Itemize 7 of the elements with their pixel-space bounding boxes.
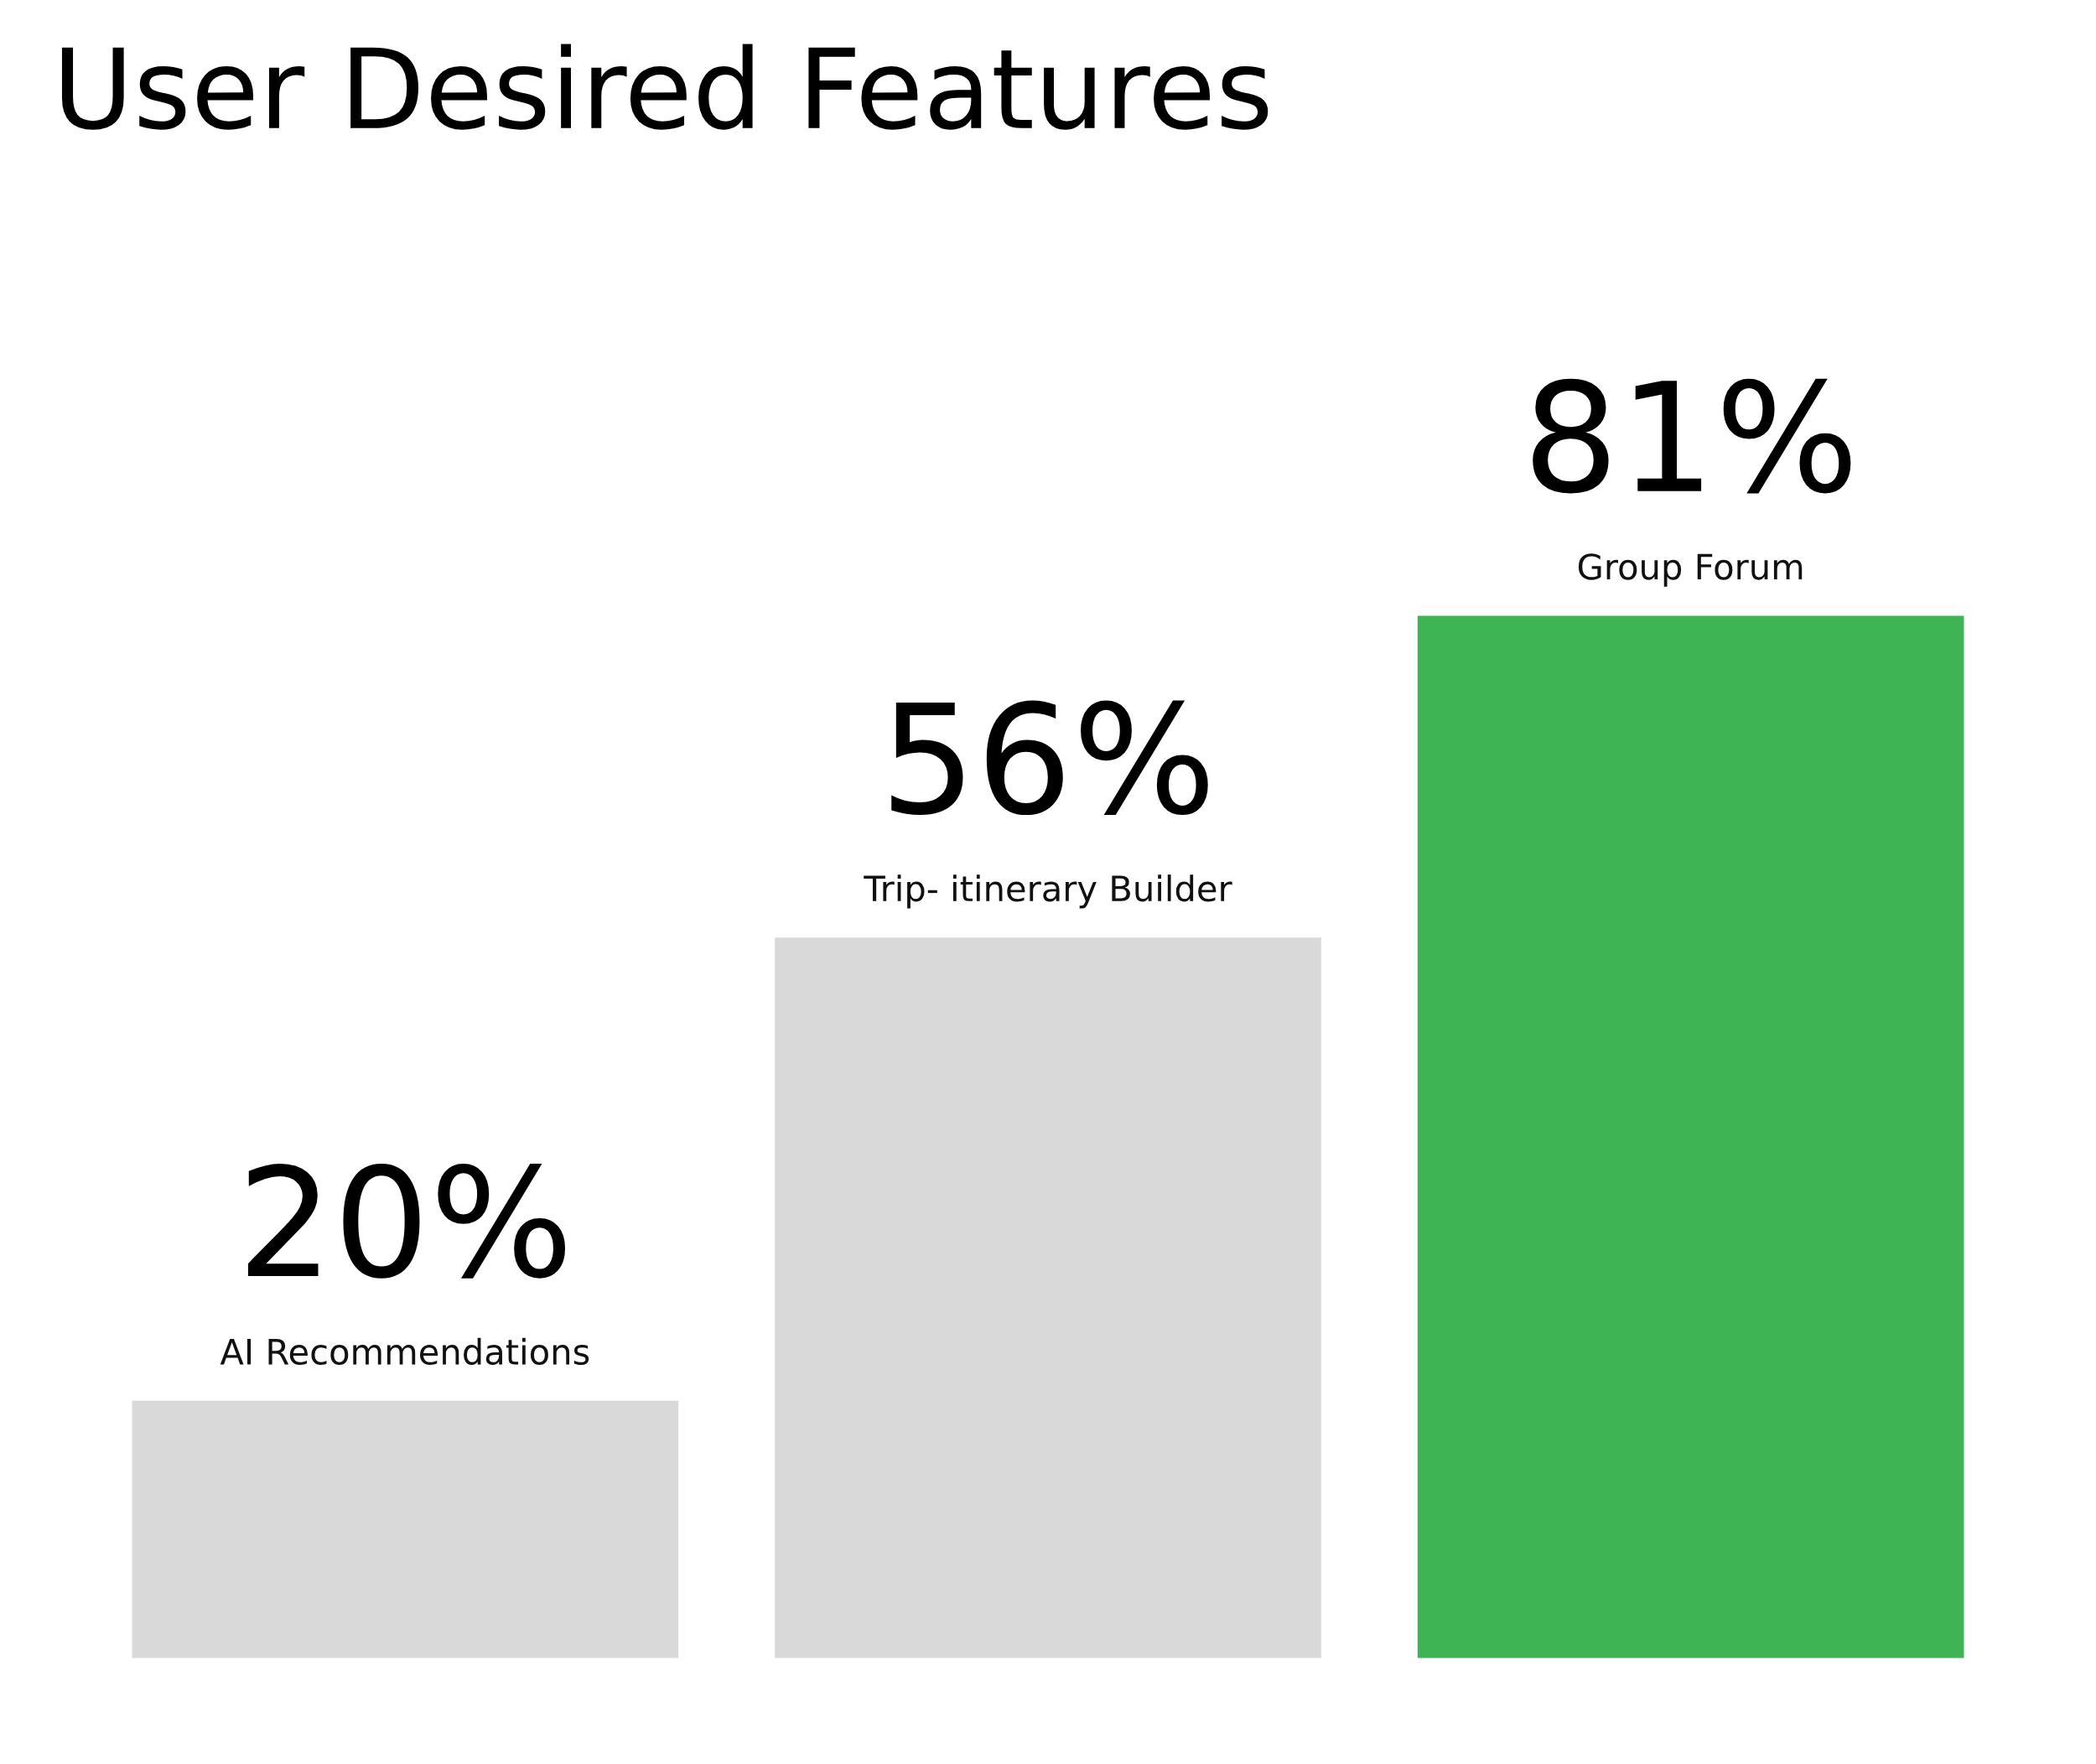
chart-title: User Desired Features	[61, 44, 1268, 130]
x-tick-label: AI Recommendations	[220, 1337, 589, 1365]
x-tick-label: Group Forum	[1578, 553, 1803, 587]
data-label: 20%	[247, 1164, 566, 1279]
data-label: 56%	[891, 700, 1208, 816]
data-label: 81%	[1533, 378, 1851, 494]
x-tick-label: Trip- itinerary Builder	[864, 874, 1232, 909]
